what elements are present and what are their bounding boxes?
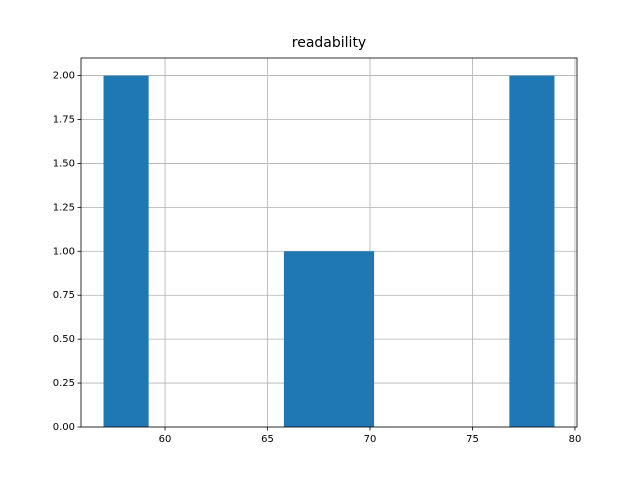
bar [283,251,329,427]
bar [509,75,555,428]
y-tick-label: 0.75 [53,290,75,301]
x-tick-label: 70 [364,434,377,445]
y-tick-label: 1.50 [53,158,75,169]
y-tick-label: 0.25 [53,378,75,389]
plot-area: 60 65 70 75 80 0.00 0.25 0.50 0.75 1.00 1.25 1.50 1.… [53,57,582,445]
axes-frame [80,57,578,428]
y-tick-label: 1.25 [53,202,75,213]
x-tick-label: 75 [466,434,479,445]
bar [103,75,149,428]
y-tick-label: 1.00 [53,246,75,257]
x-tick-label: 65 [261,434,274,445]
x-tick-label: 80 [569,434,582,445]
chart-title: readability [292,35,366,51]
y-tick-label: 0.00 [53,422,75,433]
x-tick-label: 60 [159,434,172,445]
y-tick-label: 0.50 [53,334,75,345]
bar [329,251,375,427]
y-tick-label: 1.75 [53,115,75,126]
y-tick-label: 2.00 [53,71,75,82]
